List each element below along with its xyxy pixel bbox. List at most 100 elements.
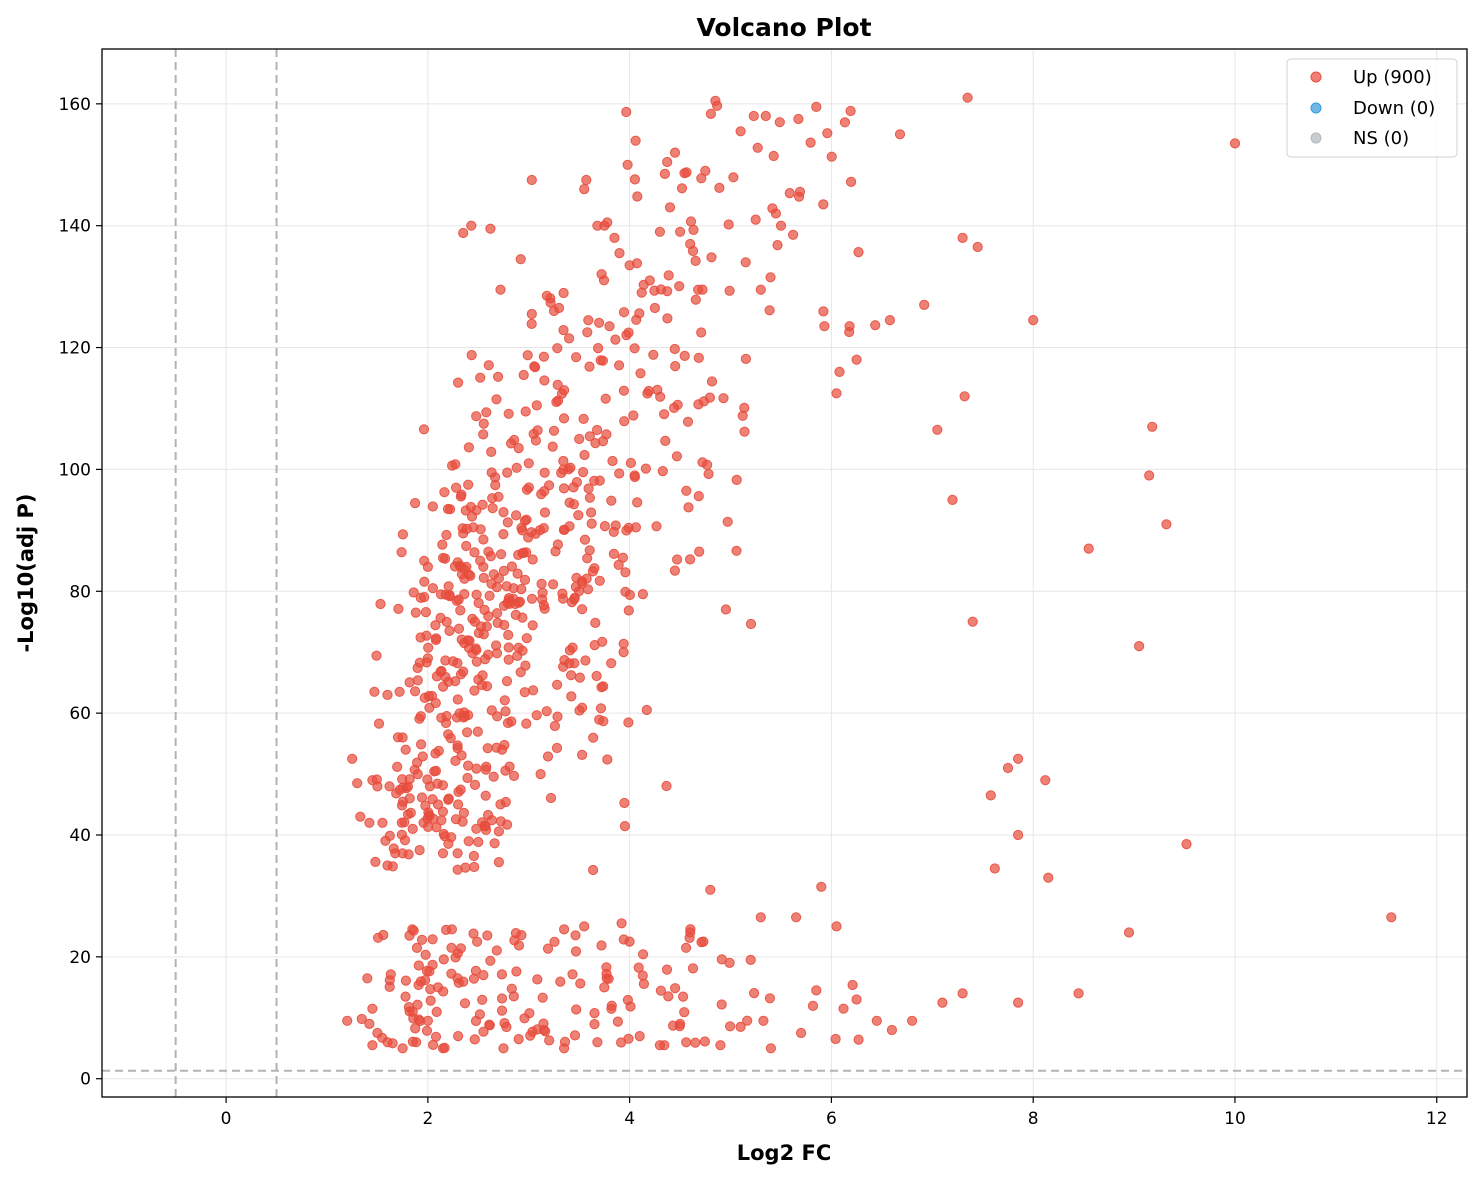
- data-point: [697, 284, 708, 295]
- data-point: [452, 848, 463, 859]
- data-point: [670, 361, 681, 372]
- data-point: [679, 168, 690, 179]
- data-point: [573, 510, 584, 521]
- data-point: [441, 529, 452, 541]
- data-point: [519, 574, 531, 586]
- data-point: [718, 393, 729, 404]
- data-point: [375, 598, 386, 610]
- data-point: [428, 1039, 439, 1051]
- legend: Up (900) Down (0) NS (0): [1286, 58, 1458, 158]
- data-point: [371, 650, 382, 661]
- data-point: [431, 1006, 442, 1018]
- data-point: [590, 438, 601, 449]
- data-point: [425, 984, 436, 995]
- data-point: [526, 318, 537, 329]
- data-point: [412, 662, 423, 674]
- data-point: [449, 561, 461, 572]
- data-point: [919, 299, 930, 310]
- data-point: [619, 416, 630, 427]
- data-point: [440, 655, 451, 666]
- data-point: [569, 1030, 581, 1041]
- data-point: [461, 540, 472, 552]
- data-point: [742, 1015, 753, 1026]
- data-point: [690, 255, 701, 266]
- data-point: [571, 477, 583, 488]
- data-point: [445, 733, 456, 744]
- data-point: [745, 618, 757, 630]
- data-point: [429, 766, 440, 777]
- data-point: [552, 379, 563, 390]
- data-point: [616, 918, 627, 929]
- data-point: [502, 597, 513, 609]
- data-point: [523, 482, 535, 493]
- data-point: [574, 433, 585, 445]
- data-point: [559, 1036, 571, 1048]
- x-axis-label: Log2 FC: [737, 1141, 832, 1165]
- data-point: [416, 934, 428, 945]
- data-point: [451, 482, 462, 493]
- data-point: [628, 410, 639, 421]
- x-tick-label: 6: [826, 1109, 837, 1129]
- data-point: [631, 258, 643, 269]
- data-point: [685, 216, 697, 227]
- data-point: [441, 924, 452, 936]
- data-point: [404, 677, 415, 688]
- data-point: [538, 351, 550, 362]
- data-point: [607, 455, 618, 467]
- data-points: [342, 92, 1397, 1054]
- data-point: [553, 302, 565, 314]
- data-point: [735, 1021, 746, 1033]
- y-tick-label: 160: [59, 95, 91, 115]
- data-point: [581, 174, 592, 186]
- data-point: [477, 670, 488, 681]
- data-point: [411, 942, 423, 954]
- data-point: [477, 679, 488, 691]
- data-point: [570, 581, 582, 593]
- data-point: [384, 781, 395, 792]
- data-point: [685, 554, 696, 565]
- data-point: [606, 495, 617, 506]
- data-point: [503, 629, 514, 641]
- data-point: [400, 975, 411, 986]
- data-point: [614, 468, 625, 479]
- data-point: [478, 534, 489, 545]
- data-point: [972, 241, 983, 253]
- data-point: [420, 949, 431, 960]
- data-point: [511, 966, 522, 977]
- data-point: [620, 586, 631, 597]
- data-point: [469, 685, 480, 696]
- data-point: [614, 248, 625, 259]
- data-point: [588, 864, 599, 876]
- data-point: [480, 654, 491, 665]
- data-point: [675, 226, 686, 237]
- data-point: [410, 686, 421, 697]
- data-point: [367, 1040, 378, 1051]
- data-point: [574, 705, 585, 716]
- data-point: [423, 642, 434, 653]
- data-point: [750, 214, 761, 225]
- data-point: [712, 100, 723, 111]
- data-point: [446, 942, 457, 953]
- data-point: [654, 226, 666, 237]
- data-point: [519, 687, 530, 698]
- data-point: [520, 406, 531, 417]
- data-point: [355, 811, 366, 822]
- data-point: [373, 932, 384, 943]
- data-point: [525, 1030, 536, 1041]
- data-point: [614, 360, 625, 371]
- data-point: [768, 150, 779, 162]
- data-point: [1123, 927, 1135, 938]
- data-point: [623, 605, 634, 616]
- data-point: [634, 1031, 645, 1042]
- data-point: [486, 467, 497, 478]
- data-point: [716, 999, 727, 1010]
- data-point: [566, 691, 577, 702]
- data-point: [651, 521, 662, 532]
- data-point: [610, 334, 621, 345]
- data-point: [553, 395, 564, 406]
- data-point: [491, 742, 502, 753]
- data-point: [456, 489, 467, 500]
- data-point: [470, 643, 481, 654]
- data-point: [886, 1024, 898, 1036]
- data-point: [513, 1034, 524, 1045]
